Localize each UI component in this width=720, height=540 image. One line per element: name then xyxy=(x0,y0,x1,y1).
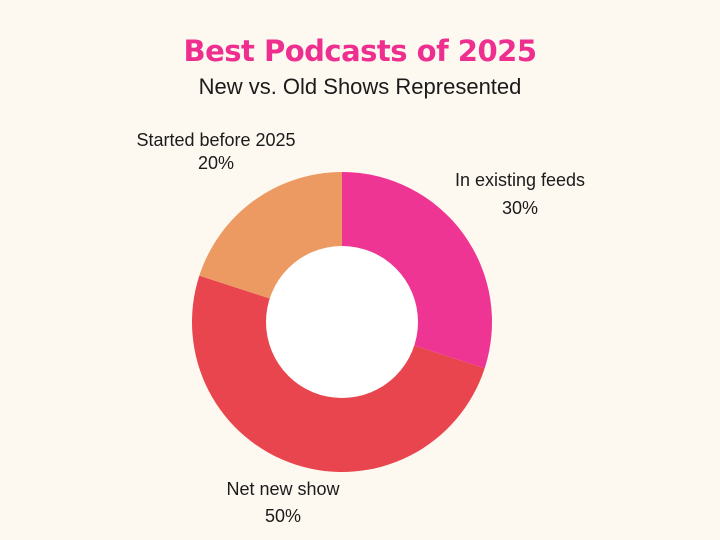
donut-hole xyxy=(266,246,418,398)
label-started-before-2025-value: 20% xyxy=(198,153,234,173)
chart-subtitle: New vs. Old Shows Represented xyxy=(198,74,522,99)
label-started-before-2025-name: Started before 2025 xyxy=(136,130,295,150)
label-net-new-show-value: 50% xyxy=(265,506,301,526)
label-in-existing-feeds-name: In existing feeds xyxy=(455,170,585,190)
chart-title: Best Podcasts of 2025 xyxy=(183,34,537,68)
label-net-new-show-name: Net new show xyxy=(226,479,340,499)
label-in-existing-feeds-value: 30% xyxy=(502,198,538,218)
